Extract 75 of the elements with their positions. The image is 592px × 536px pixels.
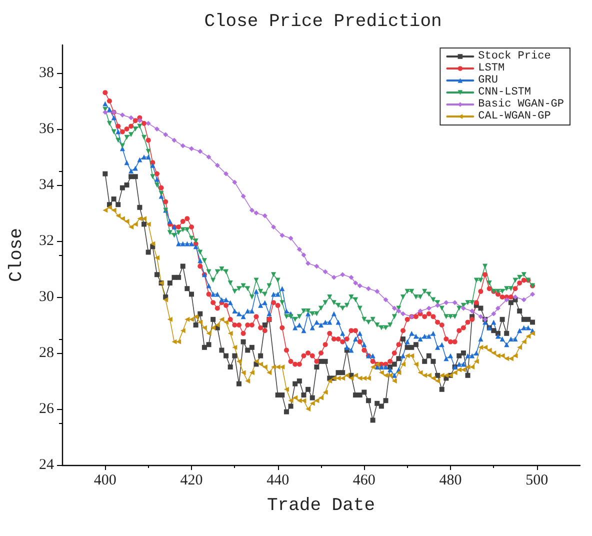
point — [478, 314, 484, 320]
y-tick-label: 26 — [39, 401, 54, 417]
point — [530, 292, 536, 297]
y-tick-label: 38 — [39, 65, 54, 81]
point — [102, 110, 108, 115]
y-tick-label: 30 — [39, 289, 54, 305]
legend-label: Basic WGAN-GP — [478, 98, 564, 110]
point — [383, 297, 388, 302]
y-tick-label: 32 — [39, 233, 54, 249]
point — [331, 274, 336, 280]
point — [288, 236, 294, 241]
point — [374, 288, 380, 294]
legend-label: LSTM — [478, 62, 505, 74]
point — [296, 246, 302, 252]
point — [172, 138, 177, 143]
legend-label: CAL-WGAN-GP — [478, 110, 552, 122]
legend-label: CNN-LSTM — [478, 86, 531, 98]
point — [470, 308, 475, 314]
x-tick-label: 480 — [439, 472, 462, 488]
point — [357, 283, 362, 288]
point — [396, 308, 402, 314]
point — [240, 194, 246, 199]
point — [512, 294, 518, 300]
point — [322, 269, 328, 274]
point — [452, 300, 458, 306]
point — [314, 264, 320, 269]
point — [435, 302, 440, 308]
point — [301, 252, 306, 258]
y-axis-title: Close — [7, 228, 27, 282]
point — [254, 210, 259, 216]
y-tick-label: 34 — [39, 177, 54, 193]
point — [504, 297, 510, 302]
legend-label: GRU — [478, 74, 498, 86]
point — [400, 311, 406, 316]
point — [521, 297, 526, 302]
point — [120, 112, 125, 118]
point — [418, 308, 423, 314]
point — [224, 171, 229, 176]
point — [128, 115, 134, 120]
x-axis-title: Trade Date — [266, 496, 376, 516]
point — [340, 272, 346, 278]
chart-title: Close Price Prediction — [204, 12, 442, 32]
x-tick-label: 460 — [352, 472, 376, 488]
point — [232, 180, 238, 185]
point — [392, 306, 397, 311]
point — [163, 132, 168, 138]
point — [426, 306, 432, 311]
point — [280, 232, 285, 238]
point — [146, 120, 151, 126]
point — [348, 274, 354, 280]
point — [444, 300, 449, 306]
point — [137, 118, 142, 124]
point — [366, 286, 371, 292]
point — [206, 154, 212, 160]
point — [495, 306, 500, 311]
point — [189, 146, 194, 152]
point — [198, 148, 203, 154]
point — [249, 208, 254, 213]
point — [154, 126, 160, 132]
x-tick-label: 400 — [94, 472, 116, 488]
x-tick-label: 420 — [180, 472, 203, 488]
y-tick-label: 24 — [39, 457, 54, 473]
point — [180, 143, 186, 148]
point — [353, 280, 358, 286]
point — [491, 311, 496, 316]
y-tick-label: 36 — [39, 121, 54, 137]
x-tick-label: 500 — [526, 472, 548, 488]
legend-label: Stock Price — [478, 50, 551, 62]
point — [306, 260, 311, 266]
point — [460, 306, 466, 311]
x-tick-label: 440 — [266, 472, 290, 488]
y-tick-label: 28 — [39, 345, 54, 361]
point — [271, 224, 276, 230]
point — [214, 162, 220, 168]
point — [262, 213, 268, 218]
